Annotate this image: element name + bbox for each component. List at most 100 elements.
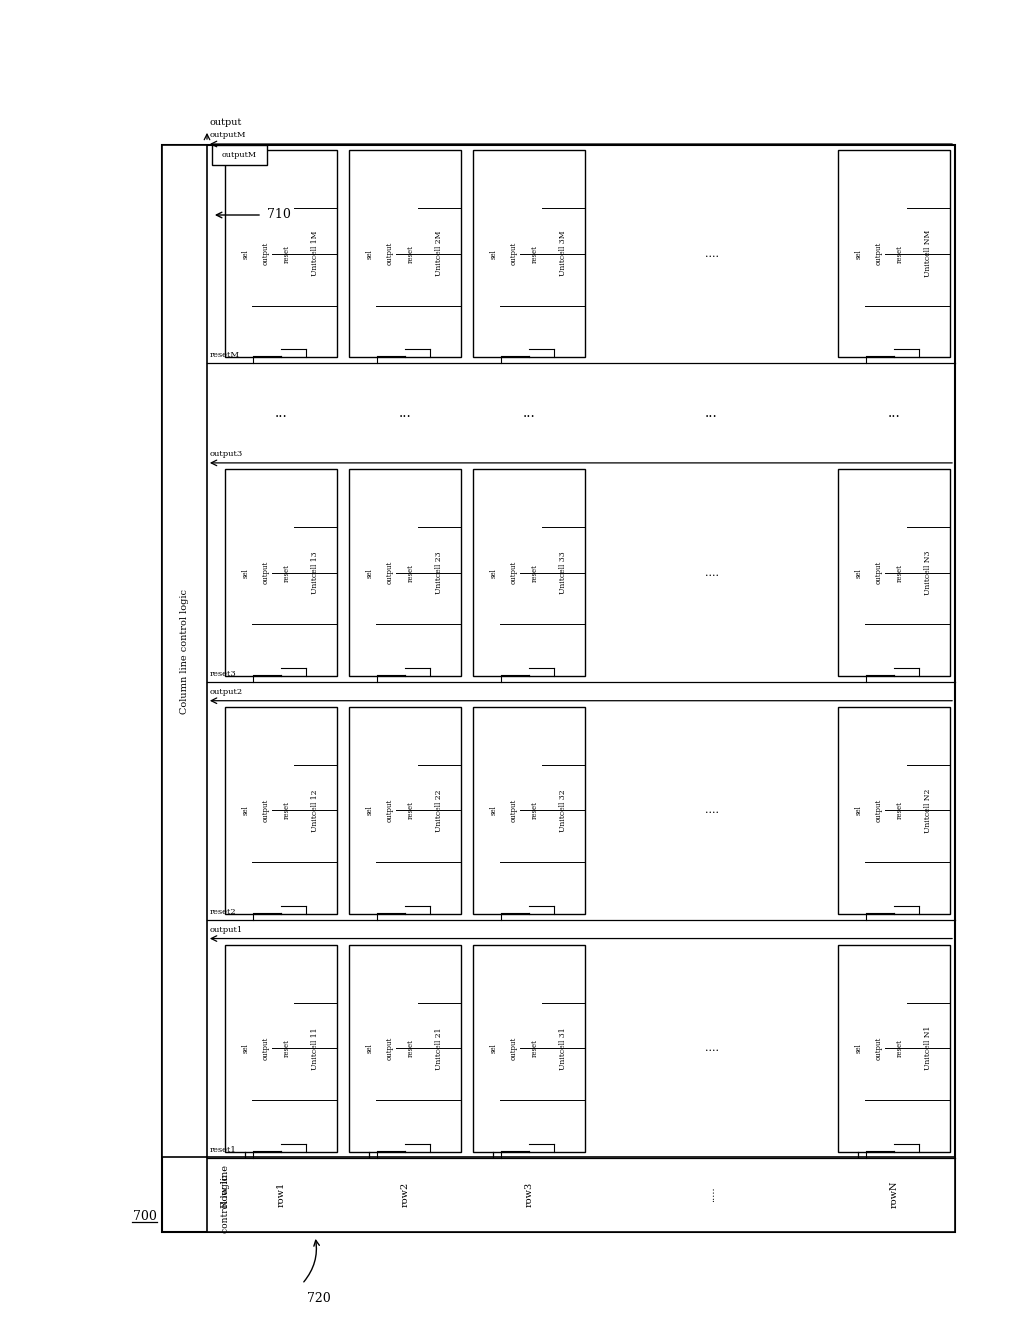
Text: output3: output3	[210, 450, 244, 458]
Text: output: output	[874, 242, 883, 265]
Text: output: output	[874, 1036, 883, 1060]
Text: sel: sel	[489, 805, 498, 816]
Text: reset: reset	[896, 1039, 903, 1057]
Text: Unitcell N1: Unitcell N1	[924, 1026, 932, 1071]
Text: control logic: control logic	[220, 1176, 229, 1233]
Text: ....: ....	[705, 805, 719, 816]
Bar	[162, 145, 955, 1232]
Text: ....: ....	[705, 248, 719, 259]
Bar	[212, 145, 267, 165]
Text: reset: reset	[283, 1039, 291, 1057]
Text: Unitcell 3M: Unitcell 3M	[559, 231, 566, 276]
Text: sel: sel	[242, 805, 249, 816]
Text: row1: row1	[276, 1181, 286, 1206]
Text: sel: sel	[489, 249, 498, 259]
Text: reset: reset	[407, 244, 415, 263]
Text: output: output	[261, 242, 269, 265]
Bar	[838, 469, 950, 676]
Text: sel: sel	[366, 805, 373, 816]
Text: sel: sel	[366, 1043, 373, 1053]
Text: output: output	[261, 799, 269, 822]
Text: row2: row2	[400, 1181, 410, 1206]
Text: reset2: reset2	[210, 908, 237, 916]
Bar	[838, 150, 950, 358]
Text: output: output	[385, 242, 393, 265]
Bar	[349, 706, 461, 915]
Bar	[838, 945, 950, 1152]
Text: Unitcell 2M: Unitcell 2M	[434, 231, 442, 276]
Text: ...: ...	[522, 407, 536, 420]
Text: sel: sel	[854, 1043, 862, 1053]
Text: output: output	[385, 1036, 393, 1060]
Bar	[225, 469, 337, 676]
Text: Unitcell 23: Unitcell 23	[434, 552, 442, 594]
Bar	[473, 150, 585, 358]
Text: Unitcell 22: Unitcell 22	[434, 789, 442, 832]
Text: ....: ....	[705, 568, 719, 578]
Text: 720: 720	[307, 1292, 331, 1305]
Text: Unitcell N3: Unitcell N3	[924, 550, 932, 595]
Text: resetM: resetM	[210, 351, 240, 359]
Text: reset: reset	[530, 244, 539, 263]
Text: reset3: reset3	[210, 671, 237, 678]
Text: reset1: reset1	[210, 1146, 237, 1154]
Bar	[349, 150, 461, 358]
Text: rowN: rowN	[890, 1181, 898, 1208]
Text: output: output	[509, 242, 517, 265]
Text: ....: ....	[705, 1043, 719, 1053]
Text: Unitcell 11: Unitcell 11	[310, 1027, 318, 1069]
Text: Column line control logic: Column line control logic	[180, 589, 189, 714]
Text: outputM: outputM	[222, 150, 257, 158]
Text: sel: sel	[366, 249, 373, 259]
Text: sel: sel	[854, 249, 862, 259]
Text: Unitcell 32: Unitcell 32	[559, 789, 566, 832]
Text: reset: reset	[896, 244, 903, 263]
Text: output: output	[509, 561, 517, 585]
Text: reset: reset	[283, 244, 291, 263]
Text: sel: sel	[366, 568, 373, 578]
Text: output: output	[509, 1036, 517, 1060]
Text: Unitcell 21: Unitcell 21	[434, 1027, 442, 1069]
Text: output1: output1	[210, 925, 244, 933]
Text: ...: ...	[274, 407, 288, 420]
Text: sel: sel	[242, 568, 249, 578]
Text: reset: reset	[530, 801, 539, 820]
Text: output2: output2	[210, 688, 243, 696]
Bar	[838, 706, 950, 915]
Text: sel: sel	[854, 805, 862, 816]
Bar	[225, 706, 337, 915]
Text: Unitcell NM: Unitcell NM	[924, 230, 932, 277]
Text: sel: sel	[854, 568, 862, 578]
Text: row3: row3	[524, 1181, 534, 1206]
Text: sel: sel	[242, 249, 249, 259]
Text: Unitcell 13: Unitcell 13	[310, 552, 318, 594]
Bar	[225, 150, 337, 358]
Text: reset: reset	[530, 1039, 539, 1057]
Bar	[473, 469, 585, 676]
Text: output: output	[509, 799, 517, 822]
Text: outputM: outputM	[210, 131, 247, 139]
Text: Row line: Row line	[220, 1166, 229, 1208]
Bar	[349, 945, 461, 1152]
Bar	[349, 469, 461, 676]
Bar	[473, 945, 585, 1152]
Text: reset: reset	[896, 801, 903, 820]
Text: 700: 700	[133, 1209, 157, 1222]
Bar	[162, 145, 207, 1158]
Text: Unitcell 12: Unitcell 12	[310, 789, 318, 832]
Text: output: output	[261, 561, 269, 585]
Text: output: output	[385, 561, 393, 585]
Text: sel: sel	[242, 1043, 249, 1053]
Bar	[473, 706, 585, 915]
Text: reset: reset	[407, 564, 415, 582]
Text: reset: reset	[896, 564, 903, 582]
Text: sel: sel	[489, 568, 498, 578]
Text: output: output	[210, 117, 243, 127]
Text: sel: sel	[489, 1043, 498, 1053]
Bar	[225, 945, 337, 1152]
Text: reset: reset	[407, 801, 415, 820]
Text: output: output	[874, 799, 883, 822]
Text: reset: reset	[283, 801, 291, 820]
Text: reset: reset	[283, 564, 291, 582]
Text: ...: ...	[706, 407, 718, 420]
